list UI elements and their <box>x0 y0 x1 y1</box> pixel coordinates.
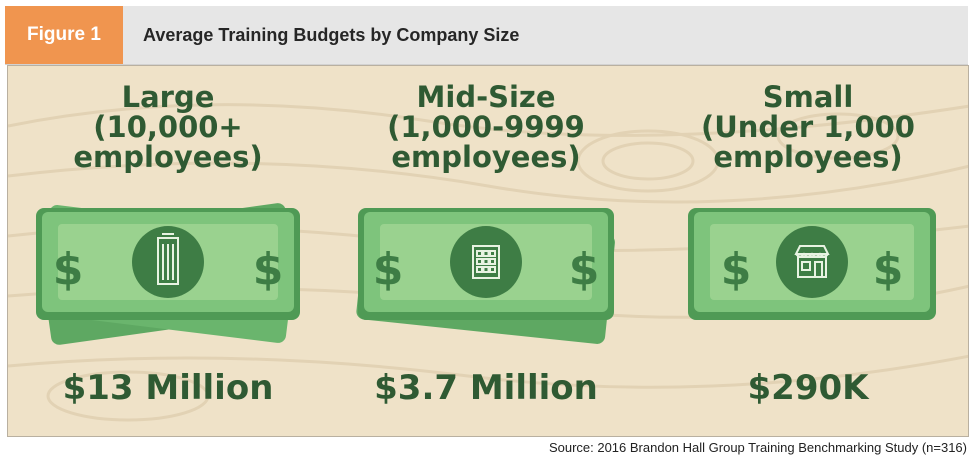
office-building-icon <box>472 245 500 279</box>
category-small: Small (Under 1,000 employees) $ $ <box>648 66 968 436</box>
dollar-sign: $ <box>721 244 752 295</box>
category-label-line: (10,000+ <box>93 110 243 144</box>
category-large: Large (10,000+ employees) $ $ $13 Millio… <box>8 66 328 436</box>
category-label-line: Mid-Size <box>416 80 556 114</box>
figure-header: Figure 1 Average Training Budgets by Com… <box>5 6 968 65</box>
category-label: Mid-Size (1,000-9999 employees) <box>326 82 646 172</box>
category-label-line: Small <box>762 80 854 114</box>
budget-amount: $3.7 Million <box>374 368 598 408</box>
category-label: Small (Under 1,000 employees) <box>648 82 968 172</box>
category-label-line: Large <box>121 80 215 114</box>
category-label-line: employees) <box>713 140 903 174</box>
budget-amount: $13 Million <box>62 368 274 408</box>
category-mid-size: Mid-Size (1,000-9999 employees) $ $ $3 <box>326 66 646 436</box>
category-label-line: (1,000-9999 <box>387 110 585 144</box>
dollar-sign: $ <box>373 244 404 295</box>
dollar-sign: $ <box>253 244 284 295</box>
skyscraper-icon <box>157 233 179 285</box>
dollar-sign: $ <box>53 244 84 295</box>
category-label-line: (Under 1,000 <box>700 110 915 144</box>
money-bill-small: $ $ <box>688 208 936 320</box>
money-stack-large: $ $ <box>36 203 300 345</box>
dollar-sign: $ <box>873 244 904 295</box>
storefront-icon <box>794 245 830 278</box>
dollar-sign: $ <box>569 244 600 295</box>
infographic-panel: Large (10,000+ employees) $ $ $13 Millio… <box>7 65 969 437</box>
money-stack-mid: $ $ <box>356 208 615 344</box>
category-label-line: employees) <box>73 140 263 174</box>
category-label: Large (10,000+ employees) <box>8 82 328 172</box>
figure-label: Figure 1 <box>5 6 123 64</box>
source-note: Source: 2016 Brandon Hall Group Training… <box>548 440 967 455</box>
budget-amount: $290K <box>747 368 869 408</box>
figure-title: Average Training Budgets by Company Size <box>143 24 520 45</box>
category-label-line: employees) <box>391 140 581 174</box>
